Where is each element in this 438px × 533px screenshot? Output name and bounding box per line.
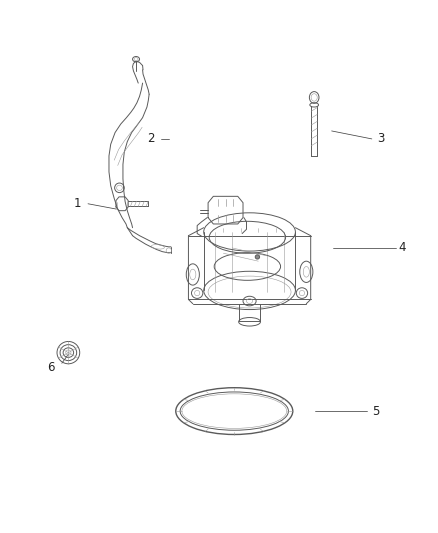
Ellipse shape (255, 255, 260, 259)
Text: 3: 3 (377, 132, 384, 146)
Text: 2: 2 (148, 132, 155, 146)
Text: 4: 4 (399, 241, 406, 254)
Text: 6: 6 (47, 361, 55, 374)
Text: 1: 1 (73, 197, 81, 211)
Text: 5: 5 (372, 405, 380, 417)
